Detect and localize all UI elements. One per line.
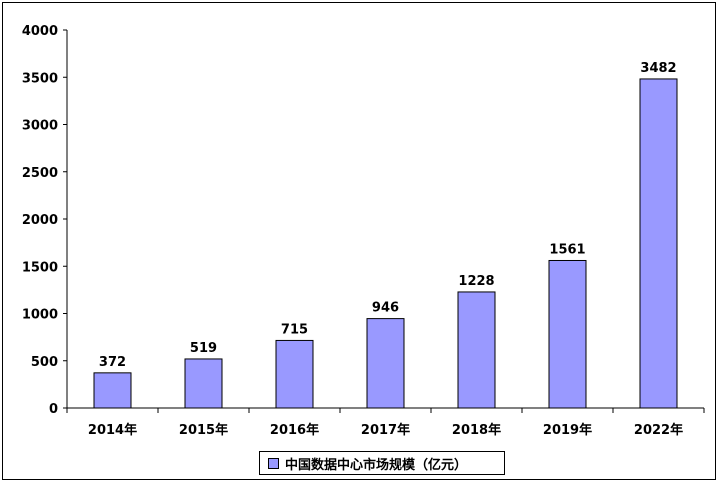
bar-series — [93, 78, 678, 409]
x-tick-label: 2019年 — [543, 422, 592, 438]
bar — [548, 259, 587, 409]
y-tick-label: 1000 — [22, 308, 58, 323]
data-label: 3482 — [640, 61, 676, 76]
data-label: 946 — [372, 301, 399, 316]
data-label: 1228 — [458, 274, 494, 289]
bar — [457, 291, 496, 409]
data-label: 1561 — [549, 242, 585, 257]
bar — [275, 339, 314, 409]
y-tick-label: 3500 — [22, 71, 58, 86]
bar — [93, 372, 132, 409]
x-tick-label: 2022年 — [634, 422, 683, 438]
y-tick-label: 500 — [31, 355, 58, 370]
legend-label: 中国数据中心市场规模（亿元） — [285, 457, 468, 473]
legend-swatch — [268, 457, 279, 469]
bar — [184, 358, 223, 409]
data-label: 519 — [190, 341, 217, 356]
x-axis-ticks: 2014年 2015年 2016年 2017年 2018年 2019年 2022年 — [66, 408, 705, 438]
x-tick-label: 2017年 — [361, 422, 410, 438]
legend: 中国数据中心市场规模（亿元） — [259, 451, 505, 475]
y-tick-label: 0 — [49, 402, 58, 417]
data-label: 715 — [281, 322, 308, 337]
x-tick-label: 2014年 — [88, 422, 137, 438]
bar — [366, 318, 405, 409]
y-tick-label: 2500 — [22, 166, 58, 181]
x-tick-label: 2016年 — [270, 422, 319, 438]
y-tick-label: 3000 — [22, 119, 58, 134]
y-tick-label: 1500 — [22, 260, 58, 275]
y-tick-label: 2000 — [22, 213, 58, 228]
y-tick-label: 4000 — [22, 24, 58, 39]
y-axis-ticks: 0 500 1000 1500 2000 2500 3000 3500 4000 — [22, 24, 67, 417]
x-tick-label: 2018年 — [452, 422, 501, 438]
bar — [639, 78, 678, 409]
data-label: 372 — [99, 355, 126, 370]
x-tick-label: 2015年 — [179, 422, 228, 438]
data-labels: 372 519 715 946 1228 1561 3482 — [99, 61, 677, 370]
